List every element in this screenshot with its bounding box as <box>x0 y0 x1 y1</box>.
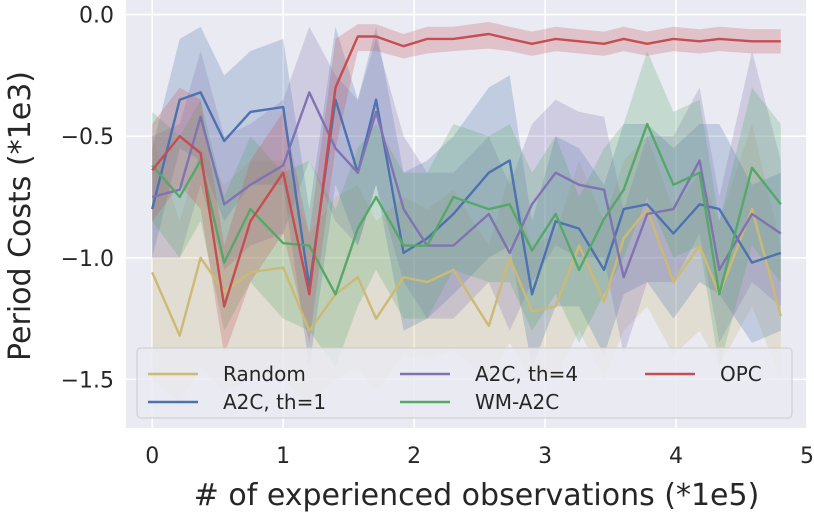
legend-box <box>136 347 793 419</box>
band-opc <box>152 21 781 356</box>
x-tick-label: 4 <box>669 444 683 469</box>
series-line-a2c-th-4 <box>151 91 782 279</box>
legend-label-opc: OPC <box>720 362 762 386</box>
legend-label-wm-a2c: WM-A2C <box>475 390 559 414</box>
x-tick-label: 0 <box>145 444 159 469</box>
x-tick-label: 2 <box>407 444 421 469</box>
x-tick-labels: 0 1 2 3 4 5 <box>145 444 814 469</box>
series-line-a2c-th-1 <box>151 91 782 296</box>
series-line-random <box>151 207 782 337</box>
x-tick-label: 1 <box>276 444 290 469</box>
x-axis-label: # of experienced observations (*1e5) <box>194 478 760 513</box>
y-tick-label: −1.5 <box>61 368 114 393</box>
legend-label-random: Random <box>223 362 306 386</box>
series-lines <box>151 32 782 337</box>
y-tick-label: −1.0 <box>61 247 114 272</box>
y-tick-label: 0.0 <box>79 4 114 29</box>
legend: Random A2C, th=1 A2C, th=4 WM-A2C OPC <box>136 347 793 419</box>
y-tick-labels: 0.0 −0.5 −1.0 −1.5 <box>61 4 114 394</box>
x-tick-label: 3 <box>538 444 552 469</box>
y-axis-label: Period Costs (*1e3) <box>3 71 38 361</box>
y-tick-label: −0.5 <box>61 125 114 150</box>
legend-label-a2c-th1: A2C, th=1 <box>223 390 326 414</box>
band-random <box>152 124 781 404</box>
x-tick-label: 5 <box>800 444 814 469</box>
legend-label-a2c-th4: A2C, th=4 <box>475 362 578 386</box>
series-line-opc <box>151 32 781 308</box>
